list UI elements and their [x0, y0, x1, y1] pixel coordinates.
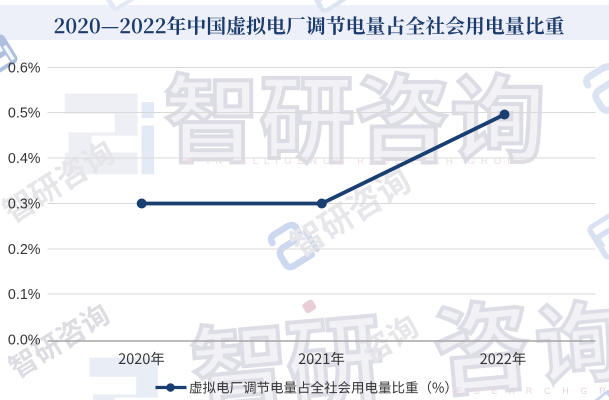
svg-text:0.2%: 0.2%: [8, 242, 41, 258]
svg-text:E S E A R C H G R O U P: E S E A R C H G R O U P: [456, 386, 609, 396]
svg-text:0.3%: 0.3%: [8, 196, 41, 212]
svg-text:■ INTELLIGENCE RESEARCH GROUP: ■ INTELLIGENCE RESEARCH GROUP: [186, 156, 533, 167]
svg-text:0.0%: 0.0%: [8, 332, 41, 348]
svg-text:0.4%: 0.4%: [8, 151, 41, 167]
svg-text:0.6%: 0.6%: [8, 60, 41, 76]
svg-text:0.5%: 0.5%: [8, 105, 41, 121]
svg-text:0.1%: 0.1%: [8, 287, 41, 303]
